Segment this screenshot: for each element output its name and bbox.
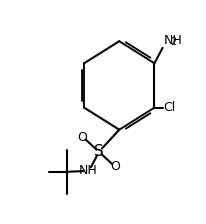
- Text: O: O: [110, 160, 120, 173]
- Text: Cl: Cl: [164, 101, 176, 114]
- Text: O: O: [78, 131, 88, 144]
- Text: 2: 2: [170, 37, 177, 47]
- Text: NH: NH: [164, 34, 182, 47]
- Text: NH: NH: [78, 164, 97, 177]
- Text: S: S: [94, 144, 104, 159]
